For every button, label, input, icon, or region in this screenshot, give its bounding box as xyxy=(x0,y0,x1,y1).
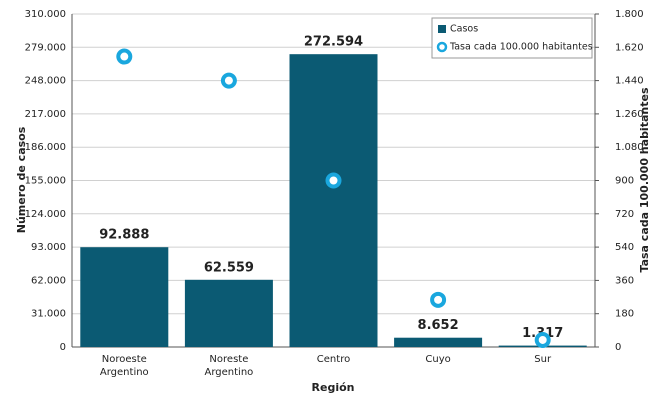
y-tick-label: 93.000 xyxy=(31,242,66,253)
legend-label: Tasa cada 100.000 habitantes xyxy=(449,42,593,53)
x-tick-label: Centro xyxy=(316,354,351,365)
bar xyxy=(184,279,273,347)
y2-tick-label: 1.080 xyxy=(615,142,644,153)
marker xyxy=(430,291,447,308)
y2-tick-label: 180 xyxy=(615,309,634,320)
legend-swatch xyxy=(438,25,446,33)
x-tick-label: Cuyo xyxy=(425,354,451,365)
bar xyxy=(80,247,169,347)
y2-tick-label: 900 xyxy=(615,176,634,187)
y2-tick-label: 1.260 xyxy=(615,109,644,120)
legend-label: Casos xyxy=(450,24,478,35)
y-tick-label: 248.000 xyxy=(25,76,66,87)
x-tick-label: Sur xyxy=(534,354,552,365)
y-tick-label: 0 xyxy=(60,342,66,353)
y2-tick-label: 720 xyxy=(615,209,634,220)
data-label: 272.594 xyxy=(304,35,363,50)
x-tick-label: Noreste Argentino xyxy=(204,354,254,378)
data-label: 62.559 xyxy=(204,260,254,275)
bar xyxy=(394,337,483,347)
y-tick-label: 217.000 xyxy=(25,109,66,120)
y2-tick-label: 1.620 xyxy=(615,42,644,53)
legend-swatch xyxy=(436,41,448,53)
y2-tick-label: 1.440 xyxy=(615,76,644,87)
data-label: 92.888 xyxy=(99,228,149,243)
y-axis-title: Número de casos xyxy=(15,126,28,233)
y2-tick-label: 0 xyxy=(615,342,621,353)
y2-axis-title: Tasa cada 100.000 habitantes xyxy=(638,87,651,272)
legend-box xyxy=(431,17,593,59)
data-label: 8.652 xyxy=(418,318,459,333)
y2-tick-label: 360 xyxy=(615,275,634,286)
marker xyxy=(325,172,342,189)
marker xyxy=(116,48,133,65)
y-tick-label: 186.000 xyxy=(25,142,66,153)
y-tick-label: 155.000 xyxy=(25,176,66,187)
bar xyxy=(289,54,378,348)
y-tick-label: 31.000 xyxy=(31,309,66,320)
marker xyxy=(534,331,551,348)
marker xyxy=(220,72,237,89)
y-tick-label: 124.000 xyxy=(25,209,66,220)
y-tick-label: 279.000 xyxy=(25,42,66,53)
y2-tick-label: 540 xyxy=(615,242,634,253)
x-axis-title: Región xyxy=(312,381,355,394)
y-tick-label: 310.000 xyxy=(25,9,66,20)
x-tick-label: Noroeste Argentino xyxy=(99,354,149,378)
y2-tick-label: 1.800 xyxy=(615,9,644,20)
y-tick-label: 62.000 xyxy=(31,275,66,286)
